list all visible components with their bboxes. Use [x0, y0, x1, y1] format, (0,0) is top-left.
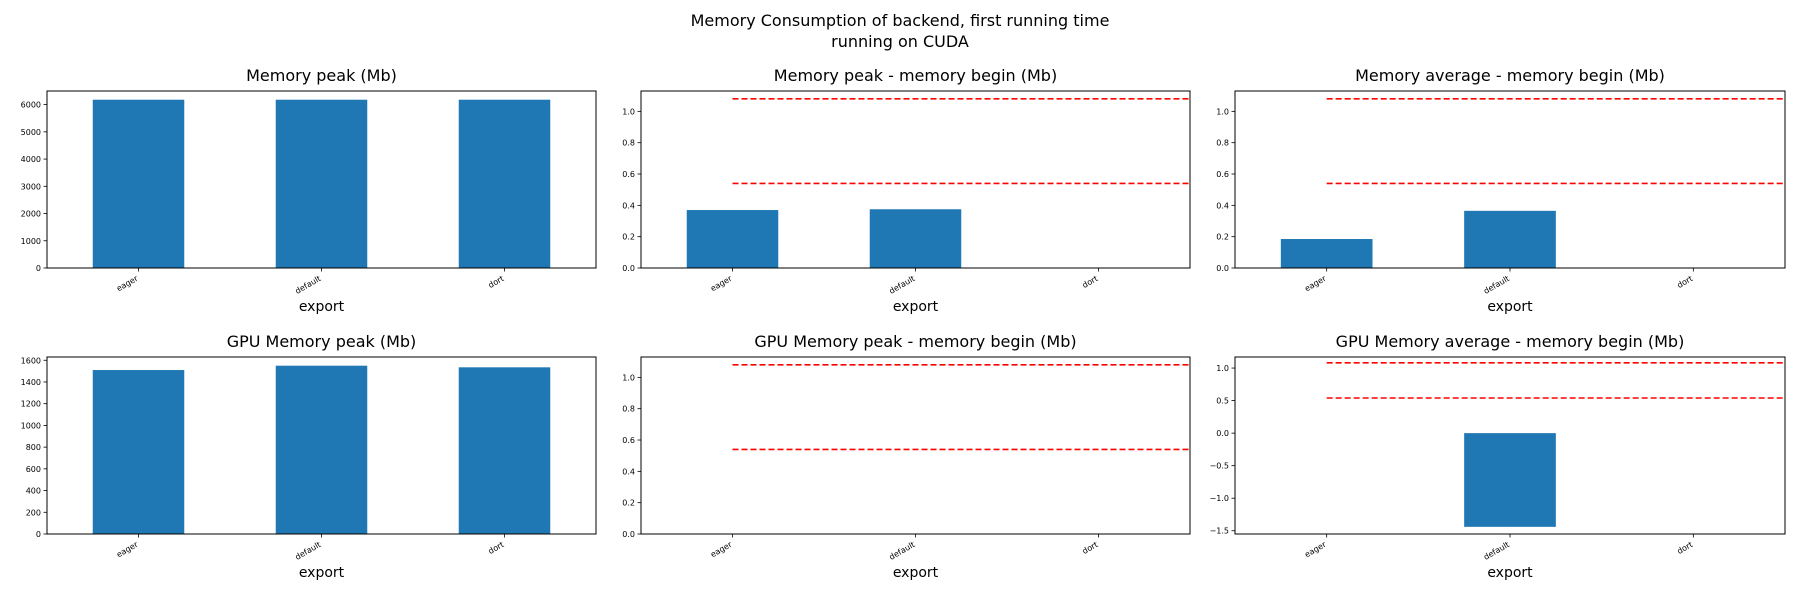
bar-default [1464, 433, 1556, 527]
ytick-label: 800 [26, 443, 41, 452]
xtick-label: default [1482, 540, 1511, 562]
ytick-label: −1.5 [1210, 527, 1229, 536]
ytick-label: 0.0 [1216, 429, 1229, 438]
xtick-label: dort [1676, 274, 1695, 290]
subplot-title: Memory average - memory begin (Mb) [1355, 66, 1665, 85]
subplot-grid: Memory peak (Mb)010002000300040005000600… [21, 66, 1786, 581]
xtick-label: dort [487, 540, 506, 556]
ytick-label: 1.0 [1216, 107, 1229, 116]
bar-default [1464, 210, 1556, 268]
ytick-label: 0.8 [1216, 139, 1229, 148]
ytick-label: 5000 [21, 128, 41, 137]
subplot-6: GPU Memory average - memory begin (Mb) −1… [1210, 332, 1786, 581]
ytick-label: 0.6 [622, 170, 635, 179]
ytick-label: 0.0 [1216, 264, 1229, 273]
ytick-label: 0.2 [1216, 233, 1229, 242]
subplot-title: GPU Memory average - memory begin (Mb) [1336, 332, 1685, 351]
xtick-label: dort [1676, 540, 1695, 556]
subplot-5: GPU Memory peak - memory begin (Mb) 0.0 0.… [622, 332, 1191, 581]
figure-title-line-2: running on CUDA [831, 32, 969, 51]
xtick-label: dort [487, 274, 506, 290]
xtick-label: eager [709, 540, 734, 560]
xtick-label: default [888, 274, 917, 296]
x-axis-label: export [299, 565, 345, 581]
x-axis-label: export [893, 299, 939, 315]
xtick-label: eager [1303, 274, 1328, 294]
xtick-label: dort [1081, 540, 1100, 556]
ytick-label: 0.8 [622, 405, 635, 414]
subplot-title: GPU Memory peak - memory begin (Mb) [754, 332, 1076, 351]
ytick-label: 0.6 [1216, 170, 1229, 179]
xtick-label: default [1482, 274, 1511, 296]
ytick-label: 3000 [21, 182, 41, 191]
ytick-label: 1.0 [622, 373, 635, 382]
xtick-label: default [294, 540, 323, 562]
ytick-label: 1200 [21, 400, 41, 409]
ytick-label: 600 [26, 465, 41, 474]
bar-eager [92, 370, 185, 534]
ytick-label: 1000 [21, 421, 41, 430]
ytick-label: 0.6 [622, 436, 635, 445]
xtick-label: eager [709, 274, 734, 294]
ytick-label: 0.4 [622, 467, 635, 476]
xtick-label: dort [1081, 274, 1100, 290]
ytick-label: −0.5 [1210, 462, 1229, 471]
ytick-label: 0.2 [622, 233, 635, 242]
ytick-label: 400 [26, 487, 41, 496]
subplot-title: Memory peak (Mb) [246, 66, 397, 85]
x-axis-label: export [893, 565, 939, 581]
bar-eager [92, 99, 185, 269]
subplot-title: Memory peak - memory begin (Mb) [774, 66, 1057, 85]
ytick-label: 0.8 [622, 139, 635, 148]
ytick-label: 1.0 [1216, 364, 1229, 373]
bar-eager [686, 210, 779, 268]
ytick-label: 1600 [21, 356, 41, 365]
ytick-label: 0.0 [622, 530, 635, 539]
ytick-label: 1400 [21, 378, 41, 387]
bar-default [275, 99, 368, 269]
ytick-label: 0.0 [622, 264, 635, 273]
x-axis-label: export [1487, 299, 1533, 315]
subplot-3: Memory average - memory begin (Mb) 0.0 0.2… [1216, 66, 1786, 315]
figure-title-line-1: Memory Consumption of backend, first run… [691, 11, 1110, 30]
xtick-label: default [888, 540, 917, 562]
xtick-label: eager [115, 540, 140, 560]
axes-frame [640, 356, 1191, 535]
bar-default [869, 209, 962, 268]
subplot-1: Memory peak (Mb) 0 1000 2000 3000 4000 5000 600… [21, 66, 597, 315]
ytick-label: 0.2 [622, 499, 635, 508]
subplot-title: GPU Memory peak (Mb) [227, 332, 417, 351]
ytick-label: 0 [36, 264, 41, 273]
ytick-label: 0 [36, 530, 41, 539]
bar-default [275, 365, 368, 534]
ytick-label: 200 [26, 508, 41, 517]
ytick-label: 0.4 [1216, 201, 1229, 210]
xtick-label: eager [1303, 540, 1328, 560]
ytick-label: 4000 [21, 155, 41, 164]
subplot-2: Memory peak - memory begin (Mb) 0.0 0.2 0.4… [622, 66, 1191, 315]
subplot-4: GPU Memory peak (Mb) 0 200 400 600 800 1000 120… [21, 332, 597, 581]
ytick-label: 0.5 [1216, 397, 1229, 406]
ytick-label: 2000 [21, 210, 41, 219]
x-axis-label: export [1487, 565, 1533, 581]
xtick-label: default [294, 274, 323, 296]
ytick-label: 1.0 [622, 107, 635, 116]
xtick-label: eager [115, 274, 140, 294]
ytick-label: −1.0 [1210, 494, 1229, 503]
ytick-label: 1000 [21, 237, 41, 246]
bar-dort [458, 99, 551, 269]
bar-dort [458, 367, 551, 534]
x-axis-label: export [299, 299, 345, 315]
bar-eager [1280, 239, 1373, 268]
ytick-label: 0.4 [622, 201, 635, 210]
ytick-label: 6000 [21, 101, 41, 110]
